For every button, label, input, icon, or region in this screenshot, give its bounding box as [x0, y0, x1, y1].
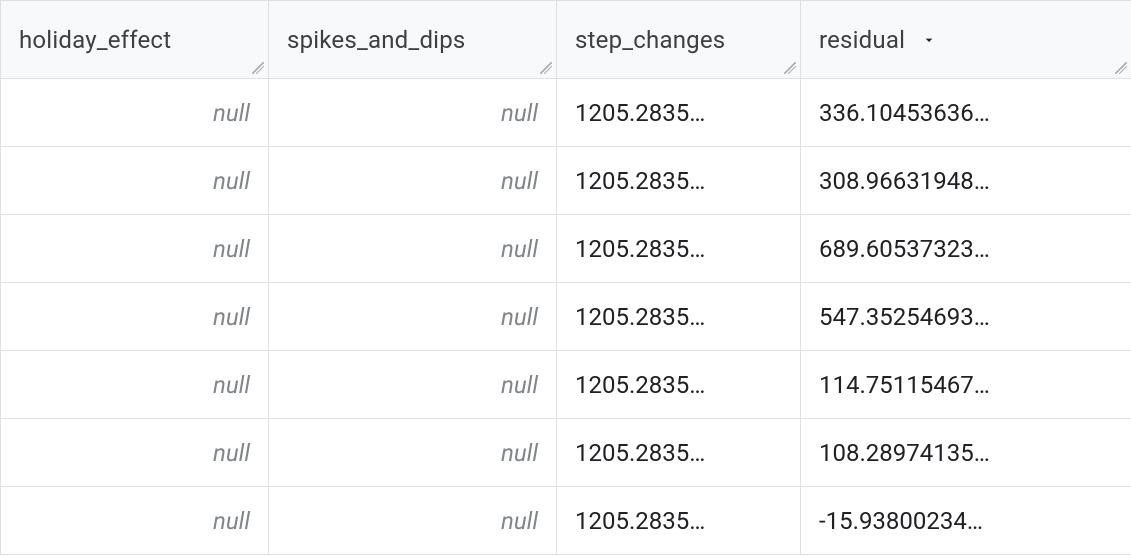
cell-holiday-effect: null [1, 419, 269, 487]
cell-spikes-and-dips: null [269, 147, 557, 215]
column-header-holiday-effect[interactable]: holiday_effect [1, 1, 269, 79]
column-header-spikes-and-dips[interactable]: spikes_and_dips [269, 1, 557, 79]
cell-spikes-and-dips: null [269, 419, 557, 487]
column-header-residual[interactable]: residual [801, 1, 1131, 79]
cell-step-changes: 1205.2835… [557, 79, 801, 147]
sort-desc-icon [921, 25, 937, 53]
cell-holiday-effect: null [1, 147, 269, 215]
table-header-row: holiday_effect spikes_and_dips step_chan… [1, 1, 1131, 79]
cell-holiday-effect: null [1, 487, 269, 555]
cell-holiday-effect: null [1, 215, 269, 283]
column-header-label: residual [819, 26, 905, 54]
cell-holiday-effect: null [1, 79, 269, 147]
cell-holiday-effect: null [1, 283, 269, 351]
table-row[interactable]: null null 1205.2835… 108.28974135… [1, 419, 1131, 487]
cell-residual: 308.96631948… [801, 147, 1131, 215]
table-row[interactable]: null null 1205.2835… 308.96631948… [1, 147, 1131, 215]
cell-residual: 336.10453636… [801, 79, 1131, 147]
table-row[interactable]: null null 1205.2835… 547.35254693… [1, 283, 1131, 351]
cell-step-changes: 1205.2835… [557, 215, 801, 283]
table-row[interactable]: null null 1205.2835… -15.93800234… [1, 487, 1131, 555]
cell-residual: 114.75115467… [801, 351, 1131, 419]
data-table-container: holiday_effect spikes_and_dips step_chan… [0, 0, 1131, 555]
table-row[interactable]: null null 1205.2835… 689.60537323… [1, 215, 1131, 283]
cell-spikes-and-dips: null [269, 487, 557, 555]
cell-spikes-and-dips: null [269, 79, 557, 147]
cell-step-changes: 1205.2835… [557, 147, 801, 215]
column-header-step-changes[interactable]: step_changes [557, 1, 801, 79]
table-row[interactable]: null null 1205.2835… 336.10453636… [1, 79, 1131, 147]
column-header-label: holiday_effect [19, 26, 171, 54]
cell-spikes-and-dips: null [269, 215, 557, 283]
cell-residual: 689.60537323… [801, 215, 1131, 283]
cell-step-changes: 1205.2835… [557, 487, 801, 555]
cell-spikes-and-dips: null [269, 283, 557, 351]
cell-step-changes: 1205.2835… [557, 419, 801, 487]
cell-step-changes: 1205.2835… [557, 283, 801, 351]
cell-residual: -15.93800234… [801, 487, 1131, 555]
cell-residual: 547.35254693… [801, 283, 1131, 351]
data-table: holiday_effect spikes_and_dips step_chan… [0, 0, 1131, 555]
table-row[interactable]: null null 1205.2835… 114.75115467… [1, 351, 1131, 419]
cell-step-changes: 1205.2835… [557, 351, 801, 419]
column-header-label: step_changes [575, 26, 725, 54]
cell-holiday-effect: null [1, 351, 269, 419]
table-body: null null 1205.2835… 336.10453636… null … [1, 79, 1131, 555]
cell-residual: 108.28974135… [801, 419, 1131, 487]
column-header-label: spikes_and_dips [287, 26, 465, 54]
cell-spikes-and-dips: null [269, 351, 557, 419]
